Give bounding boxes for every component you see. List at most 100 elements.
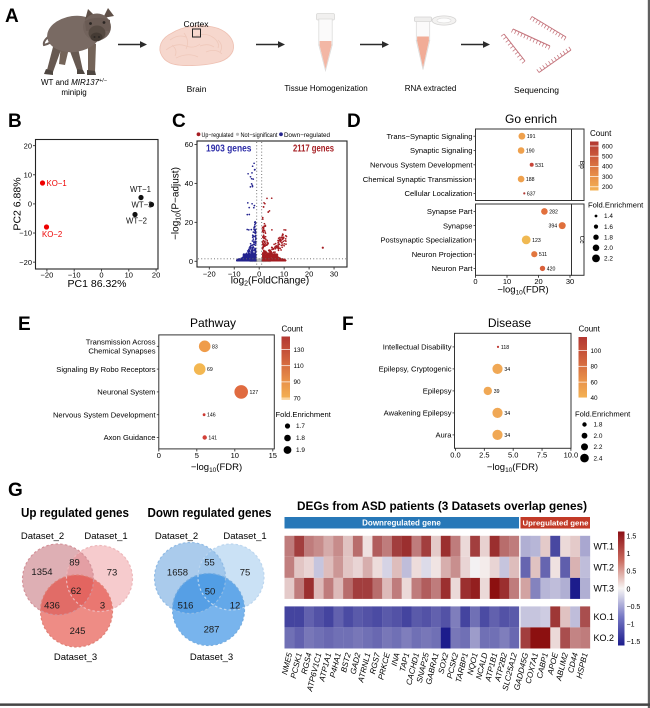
svg-text:Fold.Enrichment: Fold.Enrichment <box>588 201 644 210</box>
svg-text:Fold.Enrichment: Fold.Enrichment <box>575 410 631 419</box>
svg-text:−0.5: −0.5 <box>627 604 641 611</box>
svg-text:287: 287 <box>204 625 220 636</box>
svg-text:15: 15 <box>269 451 277 460</box>
svg-text:191: 191 <box>527 134 536 140</box>
svg-text:WT.1: WT.1 <box>594 541 615 551</box>
svg-text:RNA extracted: RNA extracted <box>405 84 457 93</box>
svg-text:E: E <box>18 314 31 335</box>
svg-text:436: 436 <box>44 601 60 612</box>
svg-text:−10: −10 <box>228 270 241 279</box>
svg-text:34: 34 <box>504 411 510 417</box>
svg-text:39: 39 <box>494 389 500 395</box>
svg-text:50: 50 <box>205 587 216 598</box>
svg-text:10: 10 <box>231 451 239 460</box>
svg-text:1.4: 1.4 <box>604 213 613 220</box>
svg-text:40: 40 <box>591 395 599 402</box>
svg-text:0: 0 <box>257 270 261 279</box>
svg-text:F: F <box>342 314 354 335</box>
svg-text:637: 637 <box>527 191 536 197</box>
svg-text:1.8: 1.8 <box>296 435 305 442</box>
svg-text:Up−regulated: Up−regulated <box>202 132 234 139</box>
svg-text:0: 0 <box>28 200 32 209</box>
svg-text:10: 10 <box>125 271 133 280</box>
svg-text:WT and MIR137+/−: WT and MIR137+/− <box>41 78 107 87</box>
svg-text:130: 130 <box>294 347 305 354</box>
svg-text:511: 511 <box>539 252 547 258</box>
svg-text:0.5: 0.5 <box>627 569 637 576</box>
svg-text:Pathway: Pathway <box>190 316 236 330</box>
svg-text:Disease: Disease <box>488 316 532 330</box>
svg-text:−10: −10 <box>19 229 32 238</box>
svg-text:127: 127 <box>250 390 259 396</box>
svg-text:60: 60 <box>591 379 599 386</box>
svg-text:1903 genes: 1903 genes <box>206 144 252 155</box>
svg-text:Dataset_2: Dataset_2 <box>155 531 198 542</box>
svg-text:PC1 86.32%: PC1 86.32% <box>68 278 127 290</box>
svg-text:Count: Count <box>579 325 601 334</box>
svg-text:1: 1 <box>627 551 631 558</box>
svg-text:200: 200 <box>602 184 613 191</box>
svg-text:100: 100 <box>591 348 602 355</box>
svg-text:Dataset_3: Dataset_3 <box>190 652 233 663</box>
svg-text:−1: −1 <box>627 622 635 629</box>
svg-text:7.5: 7.5 <box>537 450 547 459</box>
svg-text:420: 420 <box>547 266 556 272</box>
svg-text:394: 394 <box>549 224 558 230</box>
svg-text:−20: −20 <box>19 258 32 267</box>
svg-text:Trans−Synaptic Signaling: Trans−Synaptic Signaling <box>386 132 472 141</box>
svg-text:0.0: 0.0 <box>450 450 460 459</box>
svg-text:20: 20 <box>24 141 32 150</box>
svg-text:2.0: 2.0 <box>594 433 603 440</box>
svg-text:C: C <box>172 111 186 132</box>
svg-text:60: 60 <box>185 140 193 149</box>
svg-text:90: 90 <box>294 379 302 386</box>
svg-text:5.0: 5.0 <box>508 450 518 459</box>
svg-text:2.2: 2.2 <box>594 444 603 451</box>
svg-text:300: 300 <box>602 174 613 181</box>
svg-text:0: 0 <box>473 277 477 286</box>
svg-text:PC2 6.88%: PC2 6.88% <box>12 177 24 230</box>
svg-text:WT.3: WT.3 <box>594 583 615 593</box>
svg-text:Go enrich: Go enrich <box>505 112 557 126</box>
svg-text:146: 146 <box>207 413 216 419</box>
svg-text:Cellular Localization: Cellular Localization <box>405 189 473 198</box>
svg-text:Synaptic Signaling: Synaptic Signaling <box>410 146 472 155</box>
svg-text:Synapse Part: Synapse Part <box>427 207 473 216</box>
svg-text:516: 516 <box>178 601 194 612</box>
svg-text:0: 0 <box>627 586 631 593</box>
svg-text:34: 34 <box>504 433 510 439</box>
svg-text:Not−significant: Not−significant <box>241 132 278 139</box>
svg-text:−1.5: −1.5 <box>627 639 641 646</box>
svg-text:Neuron Projection: Neuron Projection <box>412 250 473 259</box>
svg-text:log2(FoldChange): log2(FoldChange) <box>231 276 309 288</box>
svg-text:55: 55 <box>204 558 215 569</box>
svg-text:80: 80 <box>591 364 599 371</box>
svg-text:83: 83 <box>212 344 218 350</box>
svg-text:Dataset_1: Dataset_1 <box>223 531 266 542</box>
svg-text:Awakening Epilepsy: Awakening Epilepsy <box>384 409 452 418</box>
svg-text:Count: Count <box>282 325 304 334</box>
svg-text:Downregulated gene: Downregulated gene <box>362 519 441 528</box>
svg-text:40: 40 <box>185 179 193 188</box>
svg-text:Dataset_2: Dataset_2 <box>21 531 64 542</box>
svg-text:5: 5 <box>195 451 199 460</box>
svg-text:Brain: Brain <box>187 84 207 94</box>
svg-text:Epilepsy: Epilepsy <box>423 387 452 396</box>
svg-text:DEGs from ASD patients (3 Data: DEGs from ASD patients (3 Datasets overl… <box>297 499 587 513</box>
svg-text:INA: INA <box>390 652 402 667</box>
svg-text:Down−regulated: Down−regulated <box>284 132 331 139</box>
svg-text:1.8: 1.8 <box>594 422 603 429</box>
svg-text:−log10(P−adjust): −log10(P−adjust) <box>171 167 183 240</box>
svg-text:Dataset_3: Dataset_3 <box>54 652 97 663</box>
svg-text:Cortex: Cortex <box>183 19 209 29</box>
svg-text:D: D <box>347 111 361 132</box>
svg-text:Nervous System Development: Nervous System Development <box>53 410 156 419</box>
svg-text:Neuronal System: Neuronal System <box>97 388 155 397</box>
svg-text:70: 70 <box>294 395 302 402</box>
svg-text:30: 30 <box>330 270 338 279</box>
svg-text:Dataset_1: Dataset_1 <box>84 531 127 542</box>
svg-text:Upregulated gene: Upregulated gene <box>523 519 589 528</box>
svg-text:20: 20 <box>305 270 313 279</box>
svg-text:−20: −20 <box>41 271 54 280</box>
svg-text:Epilepsy, Cryptogenic: Epilepsy, Cryptogenic <box>379 365 452 374</box>
